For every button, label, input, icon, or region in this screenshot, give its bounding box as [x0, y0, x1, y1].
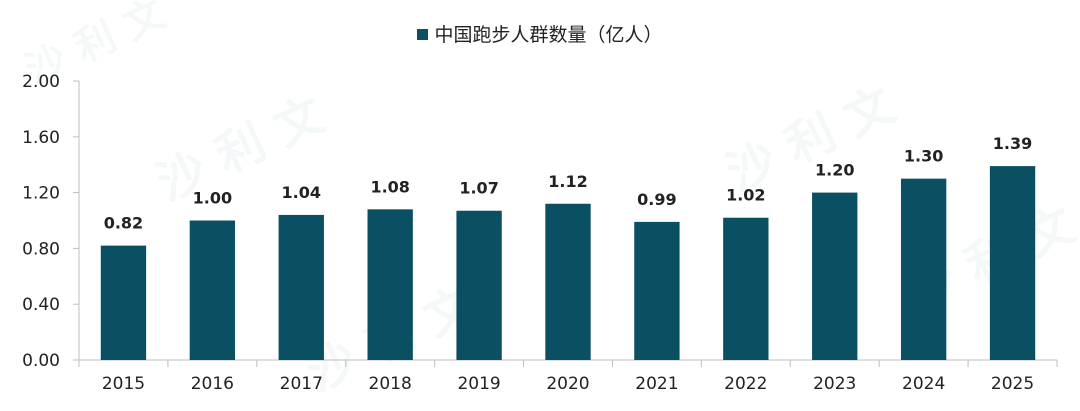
bar — [812, 192, 858, 360]
x-tick-label: 2015 — [102, 374, 145, 394]
data-label: 1.07 — [459, 179, 498, 198]
data-label: 1.12 — [548, 172, 587, 191]
x-tick-label: 2019 — [457, 374, 500, 394]
bar — [900, 178, 947, 360]
x-tick-label: 2017 — [280, 374, 323, 394]
data-label: 1.04 — [282, 183, 321, 202]
x-tick-label: 2018 — [369, 374, 412, 394]
x-tick-label: 2024 — [902, 374, 945, 394]
legend-swatch — [417, 29, 429, 40]
y-tick-label: 0.40 — [22, 295, 60, 315]
x-tick-label: 2020 — [546, 374, 589, 394]
x-tick-label: 2021 — [635, 374, 678, 394]
data-label: 1.39 — [993, 134, 1032, 153]
y-tick-label: 0.00 — [22, 351, 60, 371]
data-label: 1.30 — [904, 147, 943, 166]
data-label: 1.02 — [726, 186, 765, 205]
data-label: 1.20 — [815, 161, 854, 180]
data-label: 0.82 — [104, 214, 143, 233]
data-label: 0.99 — [637, 190, 676, 209]
bar — [989, 166, 1036, 360]
y-tick-label: 0.80 — [22, 239, 60, 259]
bar — [100, 245, 147, 360]
x-tick-label: 2023 — [813, 374, 856, 394]
y-tick-label: 1.20 — [22, 184, 60, 204]
x-tick-label: 2016 — [191, 374, 234, 394]
bar — [723, 217, 769, 360]
bar — [367, 209, 413, 360]
x-tick-label: 2025 — [991, 374, 1034, 394]
bar — [189, 220, 236, 360]
legend-label: 中国跑步人群数量（亿人） — [434, 24, 663, 46]
x-tick-label: 2022 — [724, 374, 767, 394]
bar — [278, 214, 324, 360]
data-label: 1.08 — [370, 177, 409, 196]
bar — [545, 203, 591, 360]
y-tick-label: 2.00 — [22, 72, 60, 92]
bar — [634, 221, 680, 360]
legend: 中国跑步人群数量（亿人） — [0, 20, 1080, 47]
bar — [456, 210, 502, 360]
data-label: 1.00 — [193, 189, 232, 208]
y-tick-label: 1.60 — [22, 128, 60, 148]
